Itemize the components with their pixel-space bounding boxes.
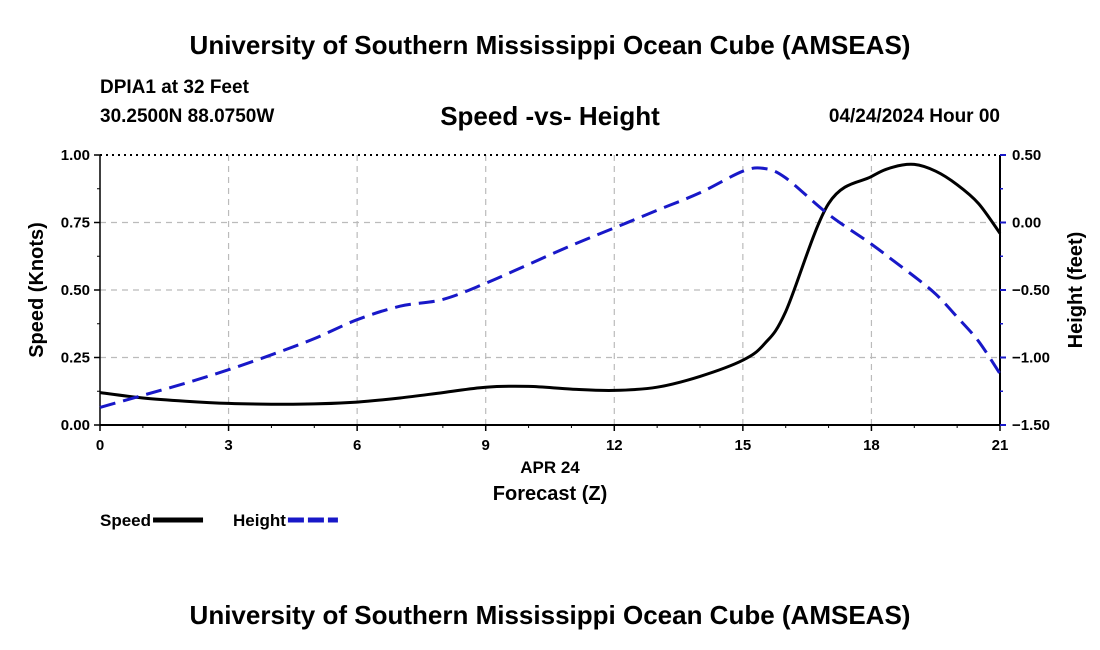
y-tick-label-2: 0.50	[61, 282, 90, 299]
y-tick-label-1: 0.25	[61, 350, 90, 367]
y2-axis-title: Height (feet)	[1065, 232, 1087, 349]
x-tick-label-15: 15	[735, 437, 752, 454]
x-tick-label-3: 3	[224, 437, 232, 454]
legend-label-height: Height	[233, 511, 286, 530]
x-tick-label-6: 6	[353, 437, 361, 454]
chart-ticks: 0 3 6 9 12 15 18 21 0.00 0.25 0.50 0.75 1.00 −1.50 −1.…	[61, 147, 1050, 454]
y2-tick-label-0: −1.50	[1012, 417, 1050, 434]
station-label: DPIA1 at 32 Feet	[100, 77, 249, 98]
x-tick-label-21: 21	[992, 437, 1009, 454]
y-tick-label-0: 0.00	[61, 417, 90, 434]
page-title: University of Southern Mississippi Ocean…	[189, 30, 911, 60]
footer-title: University of Southern Mississippi Ocean…	[189, 600, 911, 630]
y2-tick-label-2: −0.50	[1012, 282, 1050, 299]
y-tick-label-3: 0.75	[61, 215, 90, 232]
x-axis-title: Forecast (Z)	[493, 483, 607, 505]
y2-tick-label-4: 0.50	[1012, 147, 1041, 164]
chart-legend: Speed Height	[100, 511, 338, 530]
chart-grid	[100, 155, 1000, 425]
forecast-datetime: 04/24/2024 Hour 00	[828, 106, 1000, 127]
x-tick-label-9: 9	[482, 437, 490, 454]
coordinates-label: 30.2500N 88.0750W	[100, 106, 275, 127]
x-axis-date-label: APR 24	[520, 458, 580, 477]
y2-tick-label-3: 0.00	[1012, 215, 1041, 232]
x-tick-label-18: 18	[863, 437, 880, 454]
y-tick-label-4: 1.00	[61, 147, 90, 164]
series-line-height	[99, 166, 1002, 409]
y2-tick-label-1: −1.00	[1012, 350, 1050, 367]
x-tick-label-12: 12	[606, 437, 623, 454]
legend-label-speed: Speed	[100, 511, 151, 530]
x-tick-label-0: 0	[96, 437, 104, 454]
chart-subtitle: Speed -vs- Height	[440, 101, 660, 131]
chart-series	[99, 162, 1002, 409]
y-axis-title: Speed (Knots)	[26, 222, 48, 358]
series-line-speed	[99, 162, 1002, 406]
